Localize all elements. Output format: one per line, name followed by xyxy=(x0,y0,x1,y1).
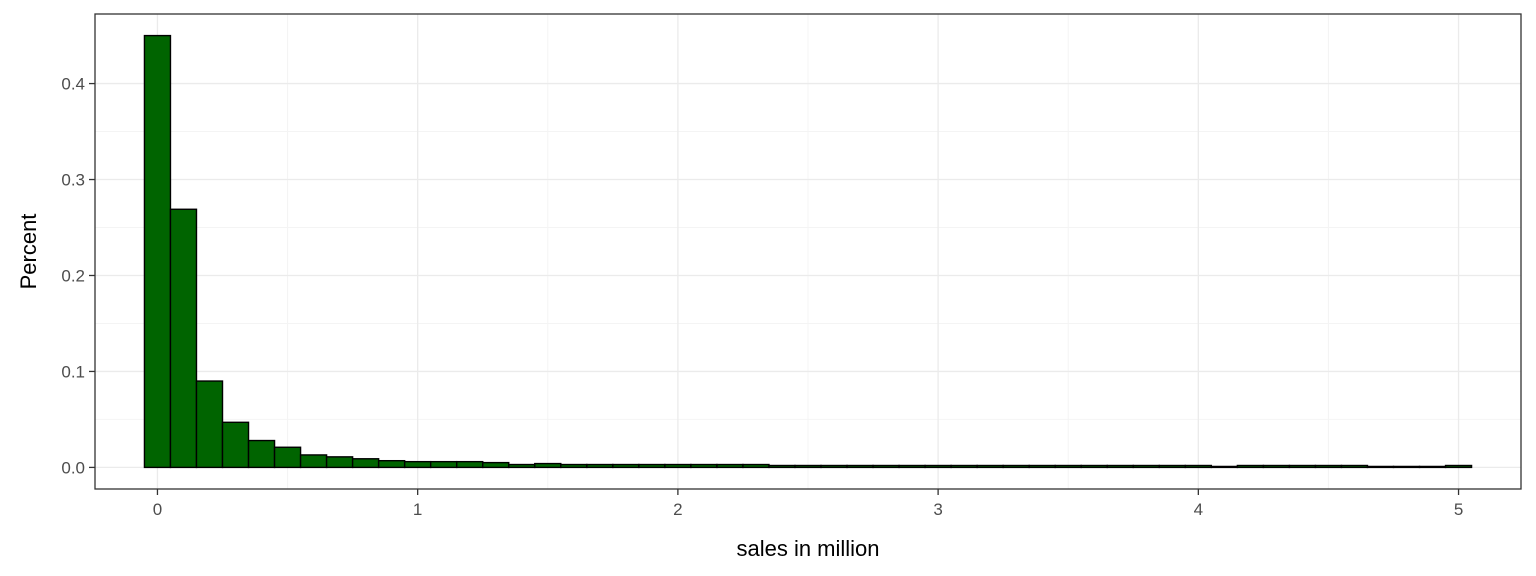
y-tick-label: 0.2 xyxy=(61,266,85,285)
histogram-bar xyxy=(872,464,900,469)
histogram-bar xyxy=(1262,464,1291,469)
y-tick-label: 0.4 xyxy=(61,75,85,94)
y-axis: 0.0 0.1 0.2 0.3 0.4 xyxy=(61,75,95,477)
histogram-bar xyxy=(456,460,484,469)
histogram-bar xyxy=(716,463,744,469)
histogram-bar xyxy=(1158,464,1187,469)
histogram-bar xyxy=(169,208,198,469)
histogram-bar xyxy=(898,464,926,469)
histogram-bar xyxy=(273,446,302,469)
histogram-bar xyxy=(403,460,432,469)
x-tick-label: 5 xyxy=(1454,500,1463,519)
histogram-bar xyxy=(1444,464,1473,469)
histogram-bar xyxy=(924,464,952,469)
y-tick-label: 0.0 xyxy=(61,458,85,477)
x-tick-label: 4 xyxy=(1194,500,1203,519)
histogram-bar xyxy=(612,463,640,469)
y-tick-label: 0.1 xyxy=(61,362,85,381)
x-tick-label: 1 xyxy=(413,500,422,519)
histogram-bar xyxy=(299,454,328,469)
histogram-bar xyxy=(325,456,354,469)
histogram-bar xyxy=(794,464,822,469)
histogram-bar xyxy=(690,463,718,469)
histogram-bar xyxy=(143,34,172,469)
histogram-bar xyxy=(1080,464,1108,469)
histogram-bar xyxy=(560,463,588,469)
histogram-bar xyxy=(508,463,536,469)
histogram-bar xyxy=(1392,465,1421,469)
histogram-bar xyxy=(429,460,458,469)
plot-panel xyxy=(94,13,1522,490)
histogram-bar xyxy=(1288,464,1317,469)
histogram-bar xyxy=(1184,464,1213,469)
histogram-bar xyxy=(1002,464,1030,469)
histogram-bars xyxy=(143,34,1473,469)
histogram-bar xyxy=(1236,464,1265,469)
histogram-bar xyxy=(846,464,874,469)
histogram-bar xyxy=(664,463,692,469)
histogram-bar xyxy=(742,463,770,469)
histogram-bar xyxy=(247,439,276,469)
histogram-bar xyxy=(1418,465,1447,469)
x-axis: 0 1 2 3 4 5 xyxy=(153,489,1463,519)
histogram-bar xyxy=(1028,464,1056,469)
grid-minor xyxy=(95,14,1521,489)
panel-border xyxy=(94,13,1522,490)
histogram-bar xyxy=(1366,465,1395,469)
histogram-bar xyxy=(1106,464,1134,469)
histogram-bar xyxy=(221,421,250,469)
histogram-bar xyxy=(768,464,796,469)
y-tick-label: 0.3 xyxy=(61,171,85,190)
histogram-bar xyxy=(482,461,510,469)
histogram-bar xyxy=(534,462,562,469)
histogram-bar xyxy=(1132,464,1160,469)
histogram-bar xyxy=(1210,465,1239,469)
x-tick-label: 3 xyxy=(933,500,942,519)
histogram-bar xyxy=(950,464,978,469)
histogram-bar xyxy=(1314,464,1343,469)
histogram-bar xyxy=(377,459,406,469)
histogram-bar xyxy=(1054,464,1082,469)
x-tick-label: 2 xyxy=(673,500,682,519)
histogram-bar xyxy=(976,464,1004,469)
histogram-bar xyxy=(638,463,666,469)
histogram-bar xyxy=(351,458,380,469)
x-tick-label: 0 xyxy=(153,500,162,519)
histogram-bar xyxy=(586,463,614,469)
histogram-bar xyxy=(1340,464,1369,469)
x-axis-title: sales in million xyxy=(736,536,879,561)
histogram-bar xyxy=(195,380,224,469)
histogram-bar xyxy=(820,464,848,469)
y-axis-title: Percent xyxy=(16,214,41,290)
